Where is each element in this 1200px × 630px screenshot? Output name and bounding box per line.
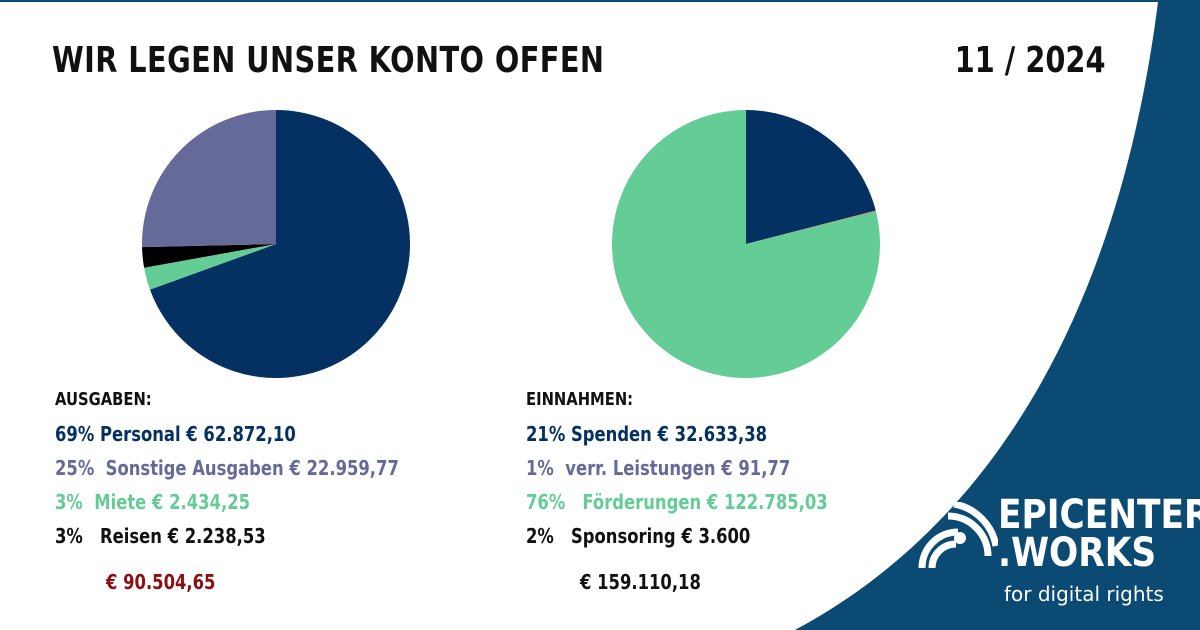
ausgaben-legend-item-1: 25% Sonstige Ausgaben € 22.959,77 [55,456,399,480]
ausgaben-slice-1 [142,110,276,248]
ausgaben-heading: AUSGABEN: [55,389,152,410]
logo-wordmark: EPICENTER .WORKS [998,495,1200,573]
ausgaben-legend-item-0: 69% Personal € 62.872,10 [55,422,296,446]
page-title: WIR LEGEN UNSER KONTO OFFEN [52,40,605,81]
ausgaben-legend-item-3: 3% Reisen € 2.238,53 [55,524,266,548]
einnahmen-heading: EINNAHMEN: [526,389,634,410]
einnahmen-pie-chart [611,110,880,378]
einnahmen-legend-item-3: 2% Sponsoring € 3.600 [526,524,751,548]
ausgaben-total: € 90.504,65 [106,570,216,594]
wifi-signal-icon [918,502,998,569]
ausgaben-slice-0 [150,110,410,379]
report-date: 11 / 2024 [955,40,1106,81]
logo-line2: .WORKS [998,530,1157,576]
einnahmen-legend-item-2: 76% Förderungen € 122.785,03 [526,490,828,514]
einnahmen-slice-1 [746,210,876,244]
einnahmen-slice-2 [611,110,880,378]
logo-tagline: for digital rights [1004,582,1164,606]
logo-line1: EPICENTER [998,492,1200,538]
ausgaben-slice-2 [144,244,276,290]
einnahmen-legend: EINNAHMEN: 21% Spenden € 32.633,38 1% ver… [526,388,946,558]
ausgaben-slice-3 [142,244,276,268]
einnahmen-legend-item-1: 1% verr. Leistungen € 91,77 [526,456,791,480]
ausgaben-pie-chart [142,110,410,379]
ausgaben-legend-item-2: 3% Miete € 2.434,25 [55,490,251,514]
einnahmen-total: € 159.110,18 [580,570,701,594]
einnahmen-legend-item-0: 21% Spenden € 32.633,38 [526,422,768,446]
einnahmen-slice-0 [746,110,876,244]
epicenter-works-logo: EPICENTER .WORKS for digital rights [918,495,1200,616]
ausgaben-legend: AUSGABEN: 69% Personal € 62.872,10 25% So… [55,388,475,558]
